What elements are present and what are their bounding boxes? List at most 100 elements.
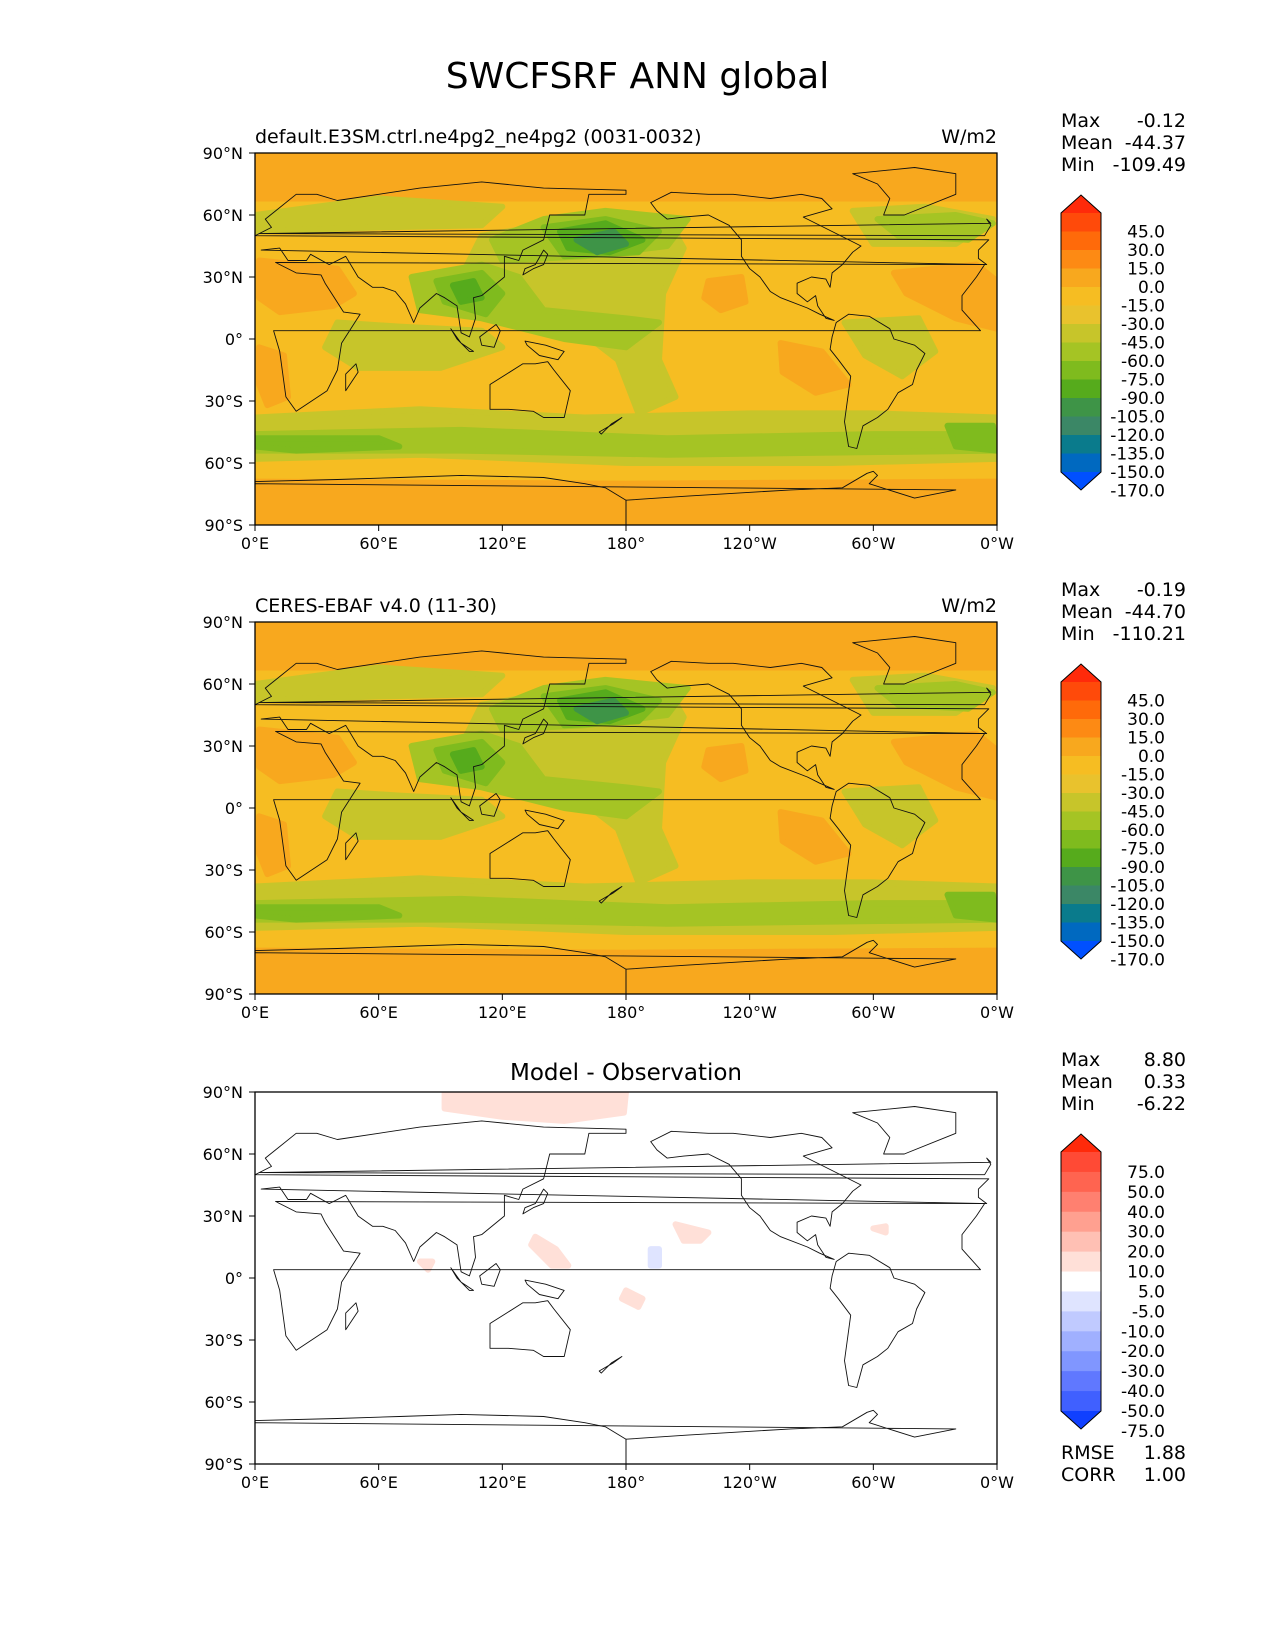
contour-region <box>618 1287 646 1310</box>
y-tick-label: 30°N <box>203 1207 243 1226</box>
colorbar-segment <box>1061 1331 1101 1352</box>
colorbar-tick-label: -135.0 <box>1110 914 1165 934</box>
stat-value: 1.88 <box>1144 1442 1186 1464</box>
stat-label: CORR <box>1061 1464 1116 1486</box>
colorbar-tick-label: 50.0 <box>1127 1183 1165 1203</box>
y-tick-label: 30°N <box>203 737 243 756</box>
contour-region <box>322 319 506 371</box>
colorbar-segment <box>1061 1152 1101 1173</box>
colorbar-segment <box>1061 287 1101 306</box>
colorbar-segment <box>1061 774 1101 794</box>
colorbar-tick-label: 30.0 <box>1127 1223 1165 1243</box>
stat-value: 8.80 <box>1144 1049 1186 1071</box>
colorbar: 75.050.040.030.020.010.05.0-5.0-10.0-20.… <box>1060 1133 1165 1442</box>
colorbar-segment <box>1061 1291 1101 1312</box>
stat-value: -6.22 <box>1137 1093 1186 1115</box>
coastline <box>650 1130 862 1260</box>
colorbar-tick-label: -105.0 <box>1110 408 1165 428</box>
colorbar-segment <box>1061 398 1101 417</box>
y-tick-label: 60°N <box>203 675 243 694</box>
contour-region <box>944 891 997 923</box>
coastline <box>345 1302 359 1331</box>
colorbar-segment <box>1061 1171 1101 1193</box>
colorbar-segment <box>1061 416 1101 436</box>
coastline <box>255 939 957 994</box>
units-label: W/m2 <box>941 126 997 148</box>
colorbar-segment <box>1061 922 1101 942</box>
panel-title: CERES-EBAF v4.0 (11-30) <box>255 595 497 617</box>
colorbar-max-extension <box>1061 664 1101 682</box>
colorbar-tick-label: 30.0 <box>1127 241 1165 261</box>
colorbar-tick-label: -120.0 <box>1110 426 1165 446</box>
contour-region <box>441 1092 629 1124</box>
coastline <box>852 167 957 216</box>
coastline <box>255 1120 990 1277</box>
contour-region <box>874 681 996 712</box>
colorbar-min-extension <box>1061 472 1101 490</box>
coastline <box>255 943 627 994</box>
colorbar-tick-label: -75.0 <box>1121 1422 1165 1442</box>
y-tick-label: 0° <box>225 1269 243 1288</box>
colorbar-segment <box>1061 435 1101 454</box>
contour-region <box>701 274 749 314</box>
x-tick-label: 60°E <box>359 1003 397 1022</box>
x-tick-label: 0°E <box>241 534 269 553</box>
x-tick-label: 0°W <box>980 534 1014 553</box>
colorbar-segment <box>1061 811 1101 831</box>
colorbar-min-extension <box>1061 941 1101 959</box>
colorbar-segment <box>1061 379 1101 399</box>
colorbar-segment <box>1061 885 1101 905</box>
colorbar: 45.030.015.00.0-15.0-30.0-45.0-60.0-75.0… <box>1060 194 1165 502</box>
coastline <box>273 262 986 412</box>
colorbar-tick-label: 10.0 <box>1127 1263 1165 1283</box>
panel-diff: Model - Observation 0°E 60°E 120°E 180° 120°W… <box>203 1049 1186 1492</box>
colorbar-tick-label: -45.0 <box>1121 803 1165 823</box>
colorbar-segment <box>1061 737 1101 757</box>
panel-title: default.E3SM.ctrl.ne4pg2_ne4pg2 (0031-00… <box>255 126 702 148</box>
stat-label: Max <box>1061 1049 1100 1071</box>
colorbar-tick-label: 15.0 <box>1127 729 1165 749</box>
stat-label: Min <box>1061 623 1095 645</box>
coastline <box>258 687 992 706</box>
coastline <box>258 1157 992 1176</box>
colorbar-tick-label: 40.0 <box>1127 1203 1165 1223</box>
contour-region <box>701 743 749 783</box>
y-tick-label: 30°S <box>204 1331 243 1350</box>
y-tick-label: 30°S <box>204 861 243 880</box>
contour-region <box>256 257 357 316</box>
coastline <box>650 660 862 790</box>
colorbar-tick-label: -15.0 <box>1121 766 1165 786</box>
map-area <box>255 1092 997 1464</box>
colorbar-tick-label: -170.0 <box>1110 951 1165 971</box>
colorbar-segment <box>1061 1311 1101 1332</box>
colorbar-segment <box>1061 305 1101 325</box>
colorbar-segment <box>1061 324 1101 343</box>
colorbar-segment <box>1061 756 1101 775</box>
contour-region <box>777 340 852 396</box>
coastline <box>345 363 359 392</box>
y-tick-label: 60°S <box>204 923 243 942</box>
contour-region <box>841 784 939 849</box>
map-area <box>255 153 997 525</box>
contour-region <box>255 435 403 454</box>
y-tick-label: 60°S <box>204 454 243 473</box>
contour-region <box>672 1221 712 1244</box>
colorbar-segment <box>1061 700 1101 720</box>
coastline <box>829 313 926 449</box>
map-background <box>255 1092 997 1464</box>
x-tick-label: 0°W <box>980 1003 1014 1022</box>
y-tick-label: 30°N <box>203 268 243 287</box>
x-tick-label: 180° <box>607 1003 646 1022</box>
coastline <box>524 1279 565 1300</box>
colorbar-tick-label: -20.0 <box>1121 1342 1165 1362</box>
stat-label: Mean <box>1061 601 1113 623</box>
coastline <box>450 1267 474 1291</box>
colorbar-max-extension <box>1061 1134 1101 1152</box>
coastline <box>650 191 862 321</box>
stat-value: -0.19 <box>1137 579 1186 601</box>
coastline <box>273 1201 986 1351</box>
coastline <box>258 218 992 237</box>
contour-region <box>416 1258 436 1273</box>
units-label: W/m2 <box>941 595 997 617</box>
coastline <box>345 832 359 861</box>
